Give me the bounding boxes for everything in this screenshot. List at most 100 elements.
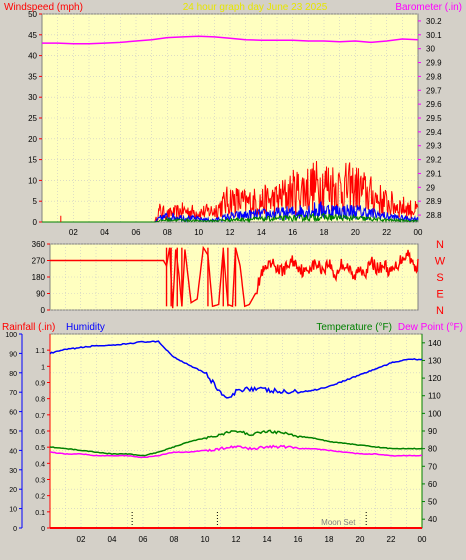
rain-tick-label: 0.3 <box>35 478 45 485</box>
y-right-tick-label: 29.8 <box>426 72 442 81</box>
y-right-tick-label: 29.7 <box>426 86 442 95</box>
y-tick-label: 30 <box>28 93 37 102</box>
dew_point-line <box>49 444 423 459</box>
x-tick-label: 20 <box>356 535 365 544</box>
humidity-tick-label: 60 <box>9 410 17 417</box>
rain-tick-label: 1.1 <box>35 348 45 355</box>
rain-tick-label: 0.5 <box>35 445 45 452</box>
y-right-tick-label: 30 <box>426 45 435 54</box>
humidity-tick-label: 100 <box>5 332 17 339</box>
rain-tick-label: 0.7 <box>35 413 45 420</box>
rain-tick-label: 0.9 <box>35 381 45 388</box>
rainfall-axis-label: Rainfall (.in) <box>2 322 55 333</box>
dewpoint-axis-label: Dew Point (°F) <box>398 322 463 333</box>
y-tick-label: 5 <box>33 197 38 206</box>
y-right-tick-label: 28.9 <box>426 197 442 206</box>
y-tick-label: 40 <box>28 52 37 61</box>
y-right-tick-label: 29.6 <box>426 100 442 109</box>
temperature-line <box>49 429 423 457</box>
humidity-tick-label: 20 <box>9 487 17 494</box>
x-tick-label: 20 <box>351 228 360 237</box>
y-right-tick-label: 29.9 <box>426 59 442 68</box>
temp-tick-label: 40 <box>428 515 437 524</box>
y-right-tick-label: 29.3 <box>426 142 442 151</box>
y-tick-label: 0 <box>33 218 38 227</box>
humidity-axis-label: Humidity <box>66 322 105 333</box>
x-tick-label: 22 <box>387 535 396 544</box>
temp-tick-label: 110 <box>428 392 441 401</box>
rain-tick-label: 0.1 <box>35 510 45 517</box>
x-tick-label: 16 <box>294 535 303 544</box>
x-tick-label: 06 <box>132 228 141 237</box>
x-tick-label: 14 <box>257 228 266 237</box>
y-tick-label: 25 <box>28 114 37 123</box>
y-right-tick-label: 29.4 <box>426 128 442 137</box>
y-tick-label: 90 <box>36 290 45 299</box>
temp-tick-label: 140 <box>428 339 442 348</box>
humidity-line <box>49 340 423 399</box>
chart-title: 24 hour graph day June 23 2025 <box>183 2 328 13</box>
humidity-tick-label: 50 <box>9 429 17 436</box>
y-right-tick-label: 29 <box>426 183 435 192</box>
temperature-axis-label: Temperature (°F) <box>316 322 392 333</box>
x-tick-label: 14 <box>263 535 272 544</box>
x-tick-label: 02 <box>69 228 78 237</box>
x-tick-label: 04 <box>108 535 117 544</box>
x-tick-label: 12 <box>232 535 241 544</box>
barometer-line <box>42 35 419 45</box>
rain-tick-label: 0.4 <box>35 461 45 468</box>
moon-set-annotation: Moon Set <box>321 518 356 527</box>
wind_low-line <box>42 212 419 224</box>
x-tick-label: 22 <box>382 228 391 237</box>
windspeed-axis-label: Windspeed (mph) <box>4 2 83 13</box>
x-tick-label: 16 <box>288 228 297 237</box>
rain-tick-label: 1 <box>41 364 45 371</box>
compass-letter: N <box>436 239 444 251</box>
x-tick-label: 08 <box>163 228 172 237</box>
x-tick-label: 00 <box>414 228 423 237</box>
y-right-tick-label: 30.1 <box>426 31 442 40</box>
temp-tick-label: 130 <box>428 356 442 365</box>
y-right-tick-label: 29.5 <box>426 114 442 123</box>
x-tick-label: 00 <box>418 535 427 544</box>
temp-tick-label: 70 <box>428 462 437 471</box>
x-tick-label: 02 <box>77 535 86 544</box>
y-tick-label: 50 <box>28 10 37 19</box>
x-tick-label: 12 <box>226 228 235 237</box>
humidity-tick-label: 80 <box>9 371 17 378</box>
rain-tick-label: 0 <box>41 526 45 533</box>
rain-tick-label: 0.6 <box>35 429 45 436</box>
y-right-tick-label: 28.8 <box>426 211 442 220</box>
wind-direction-line <box>50 245 419 309</box>
y-tick-label: 0 <box>41 306 46 315</box>
x-tick-label: 10 <box>201 535 210 544</box>
y-right-tick-label: 29.1 <box>426 169 442 178</box>
y-tick-label: 270 <box>32 257 46 266</box>
humidity-tick-label: 90 <box>9 351 17 358</box>
temp-tick-label: 60 <box>428 480 437 489</box>
temp-tick-label: 80 <box>428 445 437 454</box>
humidity-tick-label: 10 <box>9 507 17 514</box>
y-right-tick-label: 29.2 <box>426 156 442 165</box>
humidity-tick-label: 30 <box>9 468 17 475</box>
x-tick-label: 10 <box>194 228 203 237</box>
y-tick-label: 35 <box>28 72 37 81</box>
y-tick-label: 10 <box>28 176 37 185</box>
compass-letter: E <box>436 289 443 301</box>
y-tick-label: 45 <box>28 31 37 40</box>
x-tick-label: 04 <box>100 228 109 237</box>
y-tick-label: 20 <box>28 135 37 144</box>
rain-tick-label: 0.8 <box>35 397 45 404</box>
temp-tick-label: 50 <box>428 498 437 507</box>
humidity-tick-label: 70 <box>9 390 17 397</box>
compass-letter: N <box>436 305 444 317</box>
barometer-axis-label: Barometer (.in) <box>395 2 462 13</box>
y-right-tick-label: 30.2 <box>426 17 442 26</box>
temp-tick-label: 90 <box>428 427 437 436</box>
y-tick-label: 15 <box>28 156 37 165</box>
y-tick-label: 360 <box>32 240 46 249</box>
y-tick-label: 180 <box>32 273 46 282</box>
temp-tick-label: 120 <box>428 374 442 383</box>
